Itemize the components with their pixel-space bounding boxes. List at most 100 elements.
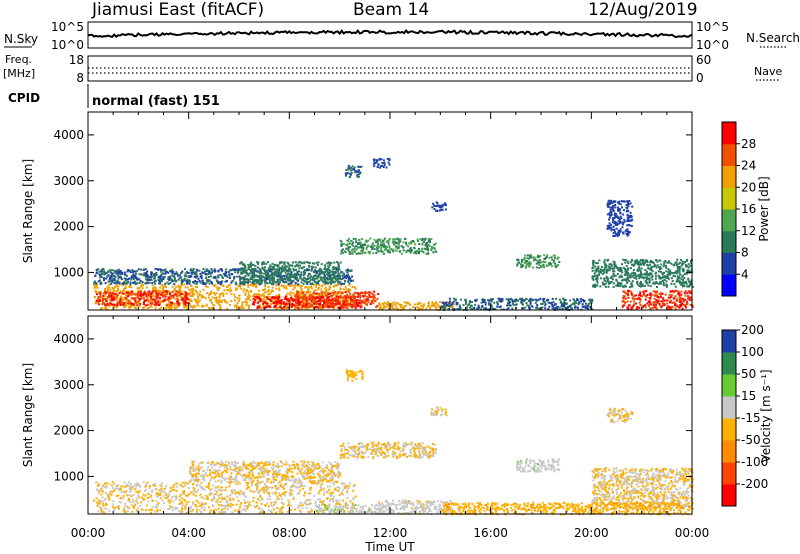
power-cell [448, 297, 451, 300]
power-cell [405, 250, 408, 253]
power-cell [300, 271, 303, 274]
power-cell [687, 290, 690, 293]
power-cell [307, 305, 310, 308]
power-cell [328, 305, 331, 308]
power-cell [262, 261, 265, 264]
power-cell [413, 246, 416, 249]
power-cell [198, 293, 201, 296]
power-cell [680, 293, 683, 296]
power-cell [104, 271, 107, 274]
power-cell [635, 302, 637, 305]
power-cell [131, 294, 133, 297]
power-cell [539, 255, 542, 258]
power-cell [612, 205, 615, 208]
power-cell [264, 288, 267, 291]
power-cell [331, 292, 334, 295]
power-cell [348, 297, 351, 300]
power-cell [302, 278, 305, 281]
power-cell [645, 273, 648, 276]
power-cell [296, 278, 298, 281]
power-cell [310, 278, 313, 281]
power-cell [320, 269, 323, 271]
power-cell [256, 270, 259, 273]
power-cell [421, 237, 424, 240]
power-cell [150, 305, 153, 308]
power-cell [685, 303, 688, 306]
power-cell [307, 273, 310, 276]
power-cell [218, 281, 221, 284]
power-cell [612, 219, 615, 221]
power-cell [353, 250, 356, 253]
power-cell [366, 298, 368, 301]
power-cell [285, 298, 288, 301]
power-cell [393, 307, 396, 310]
power-cell [100, 272, 103, 275]
power-cell [142, 268, 145, 271]
power-cell [283, 296, 286, 299]
power-cell [234, 271, 237, 274]
power-cell [350, 249, 353, 252]
power-cell [662, 276, 664, 278]
power-cell [152, 288, 155, 291]
power-cell [296, 293, 299, 296]
power-cell [340, 291, 343, 294]
power-cell [543, 257, 546, 260]
power-cell [433, 204, 436, 207]
power-cell [454, 298, 457, 301]
power-cell [201, 305, 204, 308]
power-cell [420, 304, 423, 307]
power-cell [171, 280, 174, 283]
power-cell [521, 299, 524, 301]
power-cell [138, 305, 141, 308]
power-cell [333, 304, 335, 307]
power-cell [395, 238, 398, 241]
power-cell [241, 303, 244, 306]
power-cell [230, 269, 233, 272]
power-cell [607, 285, 610, 288]
power-cell [497, 297, 500, 300]
power-cell [506, 304, 509, 307]
power-cell [267, 289, 270, 291]
power-cell [249, 277, 252, 280]
power-cell [205, 305, 208, 307]
power-cell [173, 288, 176, 290]
power-cell [163, 293, 166, 296]
power-cell [660, 267, 663, 270]
power-cell [277, 283, 280, 286]
power-cell [325, 301, 328, 304]
power-cell [653, 265, 656, 268]
power-cell [627, 233, 630, 236]
power-cell [204, 297, 207, 300]
power-cell [669, 306, 672, 309]
power-cell [391, 302, 393, 305]
power-cell [654, 294, 657, 297]
power-cell [330, 299, 333, 302]
power-cell [135, 270, 138, 273]
power-cell [349, 270, 352, 272]
colorbar-tick-label: 24 [741, 159, 756, 173]
power-cell [378, 158, 381, 161]
power-cell [207, 276, 210, 278]
power-cell [254, 274, 257, 277]
power-cell [507, 307, 510, 310]
power-cell [357, 252, 360, 255]
power-cell [609, 201, 611, 204]
power-cell [688, 280, 690, 283]
power-cell [517, 259, 520, 262]
power-cell [193, 304, 196, 307]
power-cell [212, 304, 215, 306]
power-cell [313, 269, 316, 272]
power-cell [117, 268, 120, 271]
power-cell [671, 301, 674, 304]
power-cell [307, 280, 310, 283]
power-cell [160, 300, 163, 303]
power-cell [594, 265, 597, 268]
power-cell [650, 303, 652, 306]
power-cell [544, 303, 547, 306]
power-cell [175, 298, 177, 301]
power-cell [621, 263, 623, 266]
power-cell [611, 278, 614, 281]
power-cell [687, 297, 690, 300]
power-cell [324, 282, 327, 285]
power-cell [320, 263, 323, 266]
